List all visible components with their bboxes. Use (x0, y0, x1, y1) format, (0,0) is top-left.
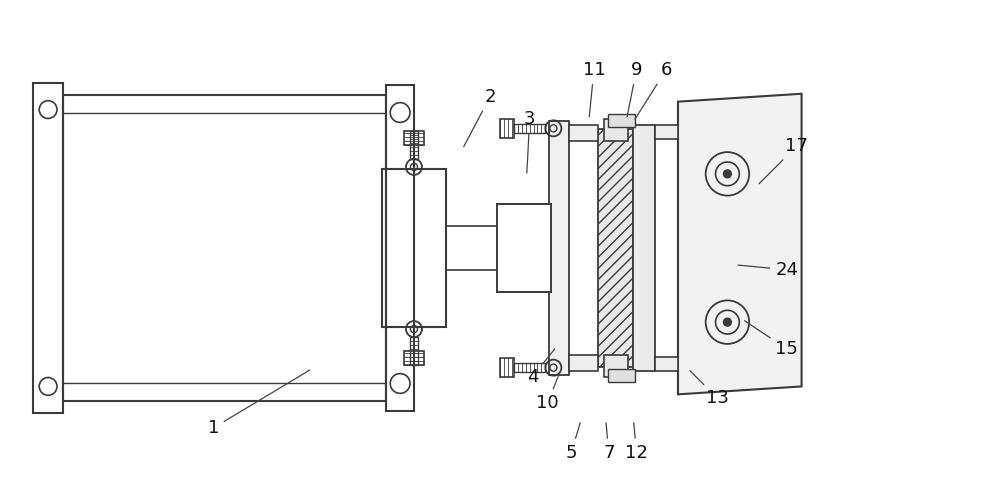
Bar (404, 352, 424, 365)
Bar (386, 85, 414, 411)
Bar (608, 369, 635, 382)
Text: 5: 5 (565, 423, 580, 462)
Text: 17: 17 (759, 137, 808, 184)
Bar (514, 363, 545, 372)
Bar (604, 120, 628, 141)
Bar (598, 129, 633, 367)
Text: 6: 6 (635, 61, 672, 119)
Bar (33, 83, 63, 413)
Bar (633, 125, 655, 371)
Bar (382, 169, 446, 327)
Bar (549, 122, 569, 374)
Bar (410, 337, 418, 365)
Circle shape (723, 170, 731, 178)
Circle shape (723, 318, 731, 326)
Text: 15: 15 (745, 321, 798, 358)
Bar (500, 119, 514, 138)
Text: 13: 13 (690, 371, 729, 407)
Text: 12: 12 (625, 423, 648, 462)
Bar (410, 131, 418, 159)
Text: 11: 11 (583, 61, 605, 117)
Bar (608, 114, 635, 127)
Bar (446, 226, 525, 270)
Bar (604, 355, 628, 376)
Bar (569, 125, 598, 141)
Bar (497, 203, 551, 293)
Text: 2: 2 (464, 88, 496, 147)
Text: 1: 1 (208, 370, 310, 437)
Bar (514, 124, 545, 133)
Polygon shape (678, 94, 802, 394)
Text: 10: 10 (536, 376, 559, 412)
Text: 3: 3 (524, 111, 535, 173)
Bar (655, 357, 678, 371)
Bar (500, 358, 514, 377)
Bar (404, 131, 424, 144)
Text: 24: 24 (738, 261, 798, 279)
Text: 7: 7 (603, 423, 615, 462)
Bar (655, 125, 678, 139)
Bar (63, 95, 386, 401)
Bar (569, 355, 598, 371)
Text: 4: 4 (527, 349, 555, 385)
Text: 9: 9 (627, 61, 642, 117)
